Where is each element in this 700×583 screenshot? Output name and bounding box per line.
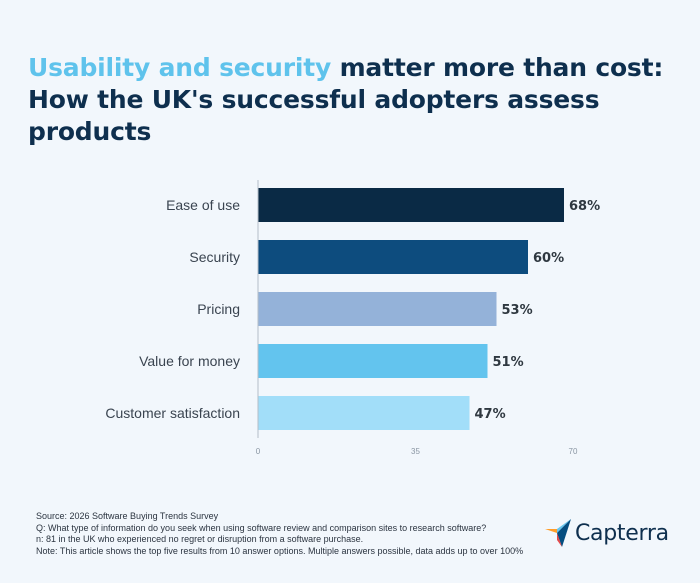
value-label: 68% xyxy=(569,199,600,214)
value-label: 51% xyxy=(493,355,524,370)
footer-sample: n: 81 in the UK who experienced no regre… xyxy=(36,534,364,544)
category-label: Security xyxy=(189,249,240,265)
bar-ease-of-use xyxy=(258,188,564,222)
bar-security xyxy=(258,240,528,274)
chart-footer: Source: 2026 Software Buying Trends Surv… xyxy=(36,511,536,557)
category-label: Pricing xyxy=(197,301,240,317)
value-label: 53% xyxy=(502,303,533,318)
capterra-arrow-icon xyxy=(545,519,571,547)
x-tick-label: 35 xyxy=(411,447,420,456)
value-label: 60% xyxy=(533,251,564,266)
footer-question: Q: What type of information do you seek … xyxy=(36,522,487,533)
title-highlight: Usability and security xyxy=(28,53,332,82)
x-axis-ticks: 0 35 70 xyxy=(256,447,578,456)
category-label: Ease of use xyxy=(166,197,240,213)
bar-value-for-money xyxy=(258,344,488,378)
chart-title: Usability and security matter more than … xyxy=(28,52,678,148)
bar-customer-satisfaction xyxy=(258,396,470,430)
title-line-2: How the UK's successful adopters assess … xyxy=(28,85,600,146)
footer-source: Source: 2026 Software Buying Trends Surv… xyxy=(36,511,219,521)
chart-bars: Ease of use 68% Security 60% Pricing 53% Value… xyxy=(105,188,600,430)
x-tick-label: 70 xyxy=(569,447,578,456)
capterra-logo[interactable]: Capterra xyxy=(545,516,669,550)
value-label: 47% xyxy=(475,407,506,422)
capterra-logo-text: Capterra xyxy=(575,520,669,546)
bar-pricing xyxy=(258,292,497,326)
title-rest: matter more than cost: xyxy=(331,53,664,82)
category-label: Value for money xyxy=(139,353,240,369)
x-tick-label: 0 xyxy=(256,447,261,456)
bar-chart: Ease of use 68% Security 60% Pricing 53% Value… xyxy=(105,180,600,456)
footer-note: Note: This article shows the top five re… xyxy=(36,545,524,556)
category-label: Customer satisfaction xyxy=(105,405,240,421)
